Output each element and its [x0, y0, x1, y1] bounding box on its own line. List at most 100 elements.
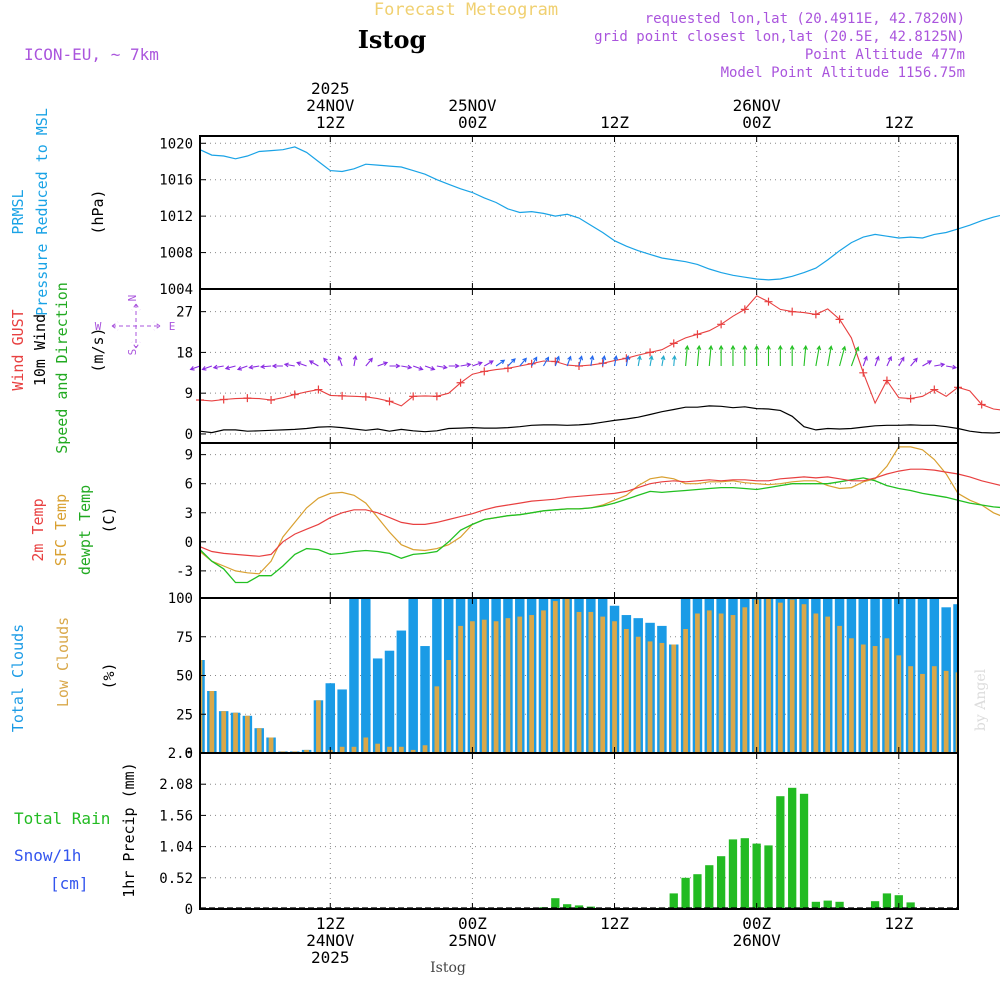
panel-label-pressure: Pressure Reduced to MSL: [33, 108, 51, 316]
rain-bar: [906, 902, 915, 909]
low-cloud-bar: [398, 746, 404, 753]
wind-direction-arrow: [271, 363, 283, 369]
low-cloud-bar: [730, 615, 736, 753]
y-tick-label: 1020: [159, 136, 193, 152]
wind-direction-arrow: [696, 344, 702, 367]
low-cloud-bar: [564, 598, 570, 753]
time-label-bottom: 2025: [311, 948, 350, 967]
gust-marker: [290, 390, 299, 399]
wind-direction-arrow: [460, 362, 472, 368]
low-cloud-bar: [304, 749, 309, 753]
gust-marker: [693, 330, 702, 339]
wind-direction-arrow: [718, 344, 724, 366]
wind-direction-arrow: [874, 355, 880, 367]
y-axis-unit: (%): [100, 662, 118, 689]
low-cloud-bar: [422, 745, 428, 753]
wind-direction-arrow: [483, 360, 494, 367]
gust-marker: [859, 368, 868, 377]
wind-direction-arrow: [531, 356, 538, 367]
gust-marker: [646, 348, 655, 357]
panel-label-dewpt: dewpt Temp: [76, 485, 94, 575]
compass-east: E: [169, 320, 176, 333]
low-cloud-bar: [837, 625, 842, 753]
wind-direction-arrow: [601, 355, 607, 367]
low-cloud-bar: [493, 621, 499, 753]
wind-direction-arrow: [189, 365, 201, 371]
gust-marker: [740, 305, 749, 314]
rain-bar: [835, 901, 844, 909]
low-cloud-bar: [316, 700, 321, 753]
time-label-top: 12Z: [884, 113, 913, 132]
low-cloud-bar: [695, 613, 700, 753]
low-cloud-bar: [434, 686, 440, 753]
y-tick-label: 1.56: [159, 808, 193, 824]
total-cloud-bar: [372, 658, 383, 753]
gust-marker: [480, 367, 489, 376]
low-cloud-bar: [245, 715, 250, 753]
gust-marker: [811, 310, 820, 319]
time-label-bottom: 12Z: [884, 914, 913, 933]
wind-direction-arrow: [589, 355, 595, 367]
time-label-top: 24NOV: [306, 96, 355, 115]
wind-direction-arrow: [777, 344, 783, 366]
time-label-bottom: 12Z: [600, 914, 629, 933]
wind-direction-arrow: [578, 355, 584, 367]
wind-direction-arrow: [224, 365, 236, 371]
total-cloud-bar: [408, 598, 418, 753]
low-cloud-bar: [908, 666, 913, 753]
y-tick-label: 25: [176, 707, 193, 723]
wind-direction-arrow: [827, 345, 833, 367]
low-cloud-bar: [860, 644, 866, 753]
wind-direction-arrow: [742, 344, 748, 366]
low-cloud-bar: [813, 613, 819, 753]
y-tick-label: 2.08: [159, 777, 193, 793]
panel-frame: [199, 752, 959, 910]
compass-south: S: [126, 349, 139, 356]
gust-marker: [764, 297, 773, 306]
panel-label-snow: Snow/1h: [14, 846, 81, 865]
gust-marker: [977, 400, 986, 409]
y-tick-label: 1004: [159, 282, 193, 298]
y-tick-label: 0: [185, 427, 193, 443]
sfc-temp-line: [199, 446, 1000, 575]
wind-direction-arrow: [613, 355, 619, 367]
y-tick-label: 0: [185, 746, 193, 762]
wind-direction-arrow: [946, 364, 958, 370]
wind-direction-arrow: [789, 344, 795, 366]
low-cloud-bar: [789, 599, 795, 753]
wind-direction-arrow: [472, 361, 483, 367]
low-cloud-bar: [505, 618, 511, 753]
wind-direction-arrow: [637, 355, 642, 367]
gust-marker: [906, 394, 915, 403]
low-cloud-bar: [576, 611, 582, 753]
low-cloud-bar: [955, 672, 958, 753]
dewpoint-line: [199, 477, 1000, 584]
low-cloud-bar: [801, 604, 807, 753]
gust-marker: [385, 397, 394, 406]
rain-bar: [799, 793, 809, 909]
rain-bar: [551, 898, 560, 909]
panel-label-total-clouds: Total Clouds: [9, 624, 27, 732]
wind-direction-arrow: [766, 344, 771, 366]
low-cloud-bar: [221, 711, 227, 753]
panel-label-sfc: SFC Temp: [52, 494, 70, 566]
low-cloud-bar: [410, 749, 416, 753]
model-label: ICON-EU, ~ 7km: [24, 45, 159, 64]
credit-watermark: by Angel: [973, 668, 989, 731]
wind-direction-arrow: [236, 365, 248, 371]
time-label-bottom: 00Z: [458, 914, 487, 933]
low-cloud-bar: [470, 621, 475, 753]
gust-marker: [409, 392, 418, 401]
rain-bar: [882, 893, 892, 909]
panel-label-low-clouds: Low Clouds: [54, 617, 72, 707]
low-cloud-bar: [896, 655, 902, 753]
gust-marker: [669, 339, 678, 348]
wind-direction-arrow: [648, 355, 654, 367]
panel-frame: [199, 135, 959, 290]
compass-north: N: [126, 295, 139, 302]
low-cloud-bar: [884, 638, 890, 753]
gust-marker: [361, 392, 370, 401]
time-label-top: 00Z: [742, 113, 771, 132]
panel-label-rain: Total Rain: [14, 809, 110, 828]
